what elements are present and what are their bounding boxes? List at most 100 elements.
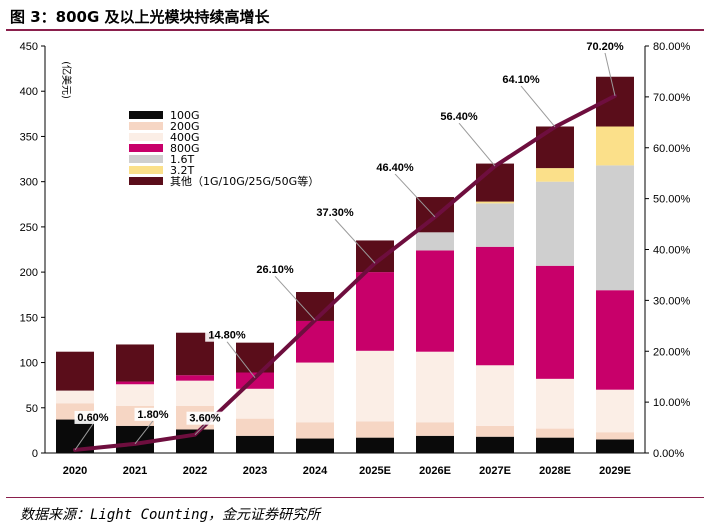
bar-segment [356,272,394,351]
data-label-bg [253,263,297,277]
legend-label: 200G [170,120,200,133]
x-tick-label: 2026E [419,465,451,477]
bar-segment [536,437,574,453]
legend-label: 800G [170,142,200,155]
bar-segment [296,362,334,423]
y-tick-label: 0 [32,448,38,460]
legend-swatch [129,133,163,141]
bar-segment [476,365,514,426]
y-axis-label: (亿美元) [60,61,73,99]
y-tick-label: 150 [20,312,38,324]
data-label-leader [226,341,256,379]
y2-tick-label: 10.00% [653,397,691,409]
y2-tick-label: 60.00% [653,143,691,155]
data-label-bg [437,110,481,124]
data-label: 0.60% [77,412,108,424]
legend-swatch [129,166,163,174]
legend-label: 1.6T [170,153,194,166]
y-tick-label: 300 [20,177,38,189]
x-tick-label: 2022 [183,465,207,477]
data-label-leader [274,275,316,321]
bar-segment [536,126,574,169]
bar-segment [236,388,274,419]
bar-segment [416,232,454,251]
data-label-bg [134,407,172,421]
legend-label: 400G [170,131,200,144]
bar-segment [296,422,334,439]
x-tick-label: 2028E [539,465,571,477]
share-line [73,93,617,452]
bar-segment [116,344,154,382]
bar-segment [536,378,574,429]
bar-segment [236,418,274,436]
legend-swatch [129,155,163,163]
x-tick-label: 2027E [479,465,511,477]
data-label-leader [394,173,436,218]
source-note: 数据来源：Light Counting，金元证券研究所 [20,507,321,523]
legend-label: 100G [170,109,200,122]
data-label-bg [74,410,112,424]
data-label: 3.60% [189,413,220,425]
data-label-bg [205,328,249,342]
y-tick-label: 450 [20,41,38,53]
bar-segment [56,351,94,391]
bar-segment [536,428,574,438]
data-label-bg [583,39,627,53]
bar-segment [296,320,334,363]
bar-segment [236,435,274,453]
legend-swatch [129,144,163,152]
bar-segment [176,380,214,406]
bar-segment [416,422,454,436]
bar-segment [476,163,514,202]
bar-segment [476,425,514,437]
bar-segment [416,435,454,453]
bar-segment [356,437,394,453]
y-tick-label: 250 [20,222,38,234]
bar-segment [116,381,154,385]
x-tick-label: 2020 [63,465,87,477]
bar-segment [356,421,394,438]
bar-segment [476,201,514,204]
bar-segment [596,432,634,440]
data-label: 70.20% [586,41,624,53]
y-tick-label: 50 [26,403,38,415]
data-label: 1.80% [137,409,168,421]
bar-segment [356,350,394,422]
data-label-leader [458,122,496,167]
title-divider [6,29,704,31]
data-label-leader [134,420,154,445]
data-label-leader [604,52,616,96]
source-divider [6,497,704,498]
y2-tick-label: 80.00% [653,41,691,53]
x-tick-label: 2021 [123,465,147,477]
bar-segment [596,165,634,291]
legend-swatch [129,177,163,185]
figure-title: 图 3：800G 及以上光模块持续高增长 [10,8,270,26]
data-label: 14.80% [208,330,246,342]
legend-label: 3.2T [170,164,194,177]
chart: 0 50 100 150 200 250 300 350 400 450 0.00% 10.00% 20… [20,39,691,477]
data-label-leader [194,424,206,436]
bar-segment [596,290,634,390]
data-label-bg [313,206,357,220]
data-label: 46.40% [376,162,414,174]
data-label: 56.40% [440,111,478,123]
data-label-leader [520,85,556,128]
bar-segment [596,126,634,166]
data-label: 26.10% [256,264,294,276]
y2-tick-label: 0.00% [653,448,684,460]
legend-swatch [129,122,163,130]
y-tick-label: 350 [20,131,38,143]
bar-segment [176,375,214,381]
bar-segment [536,181,574,266]
y2-tick-label: 40.00% [653,245,691,257]
y2-tick-label: 70.00% [653,92,691,104]
data-label-leader [334,218,376,264]
bar-segment [596,389,634,433]
bar-segment [56,390,94,404]
bar-segment [236,342,274,373]
bar-segment [416,250,454,352]
y-tick-label: 100 [20,358,38,370]
y-tick-label: 400 [20,86,38,98]
data-label-leader [74,423,94,451]
